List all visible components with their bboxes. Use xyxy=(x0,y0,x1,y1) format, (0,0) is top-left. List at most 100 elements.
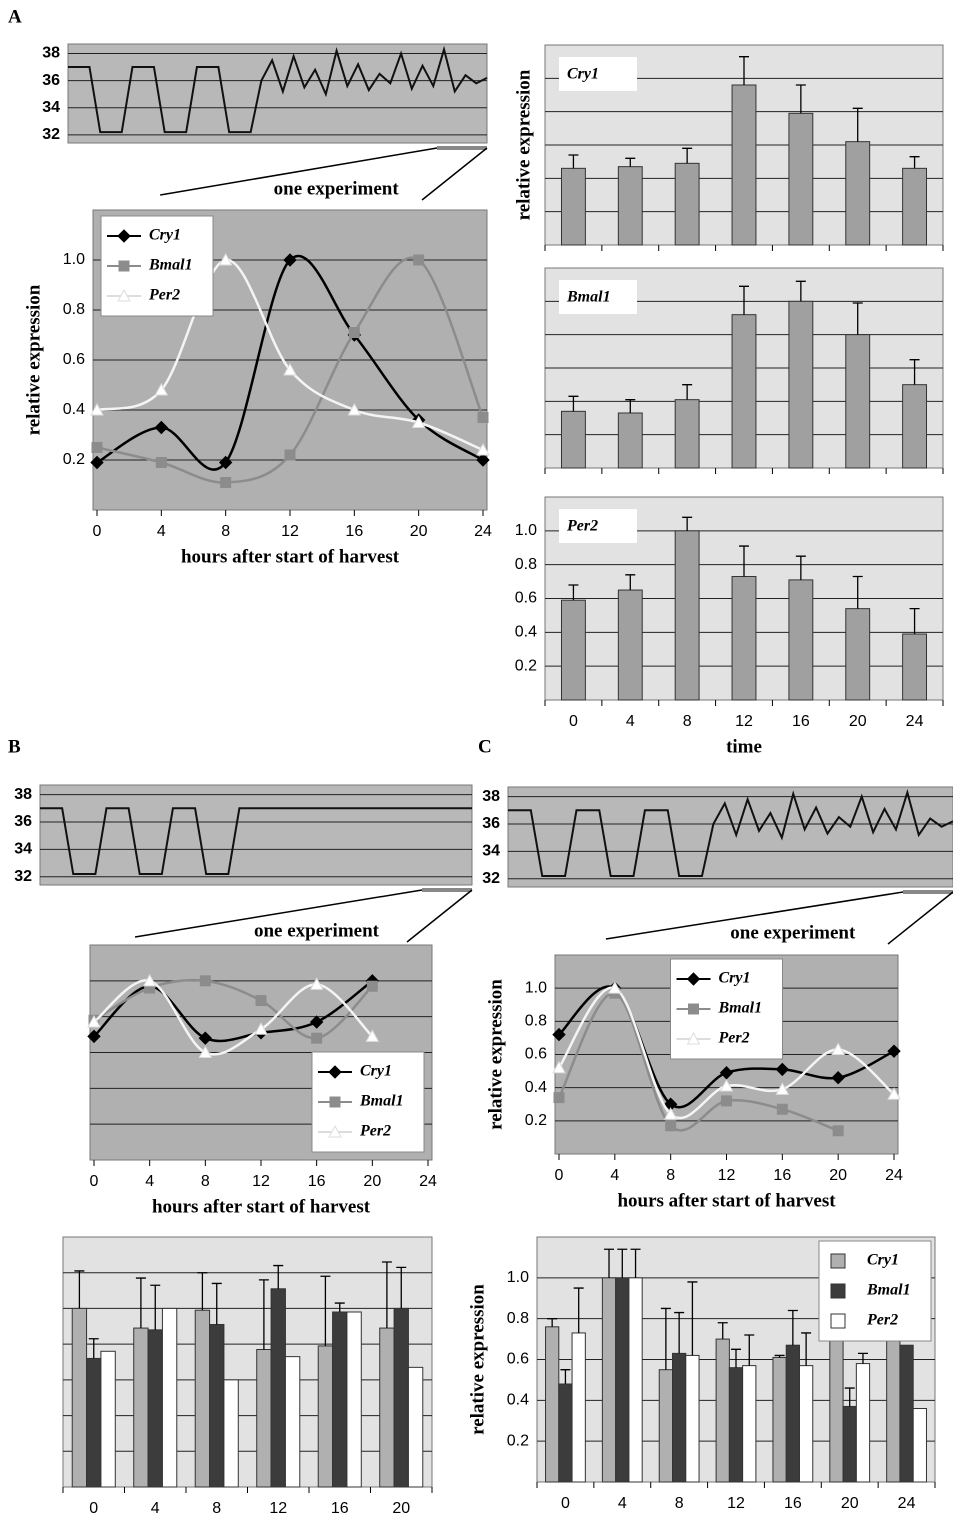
series-line xyxy=(93,978,374,1040)
experiment-wedge xyxy=(134,889,423,938)
bar xyxy=(715,1338,730,1483)
marker xyxy=(411,415,426,428)
bar xyxy=(798,1365,814,1483)
marker xyxy=(198,1031,213,1045)
y-tick-label: 1.0 xyxy=(515,522,537,539)
bar xyxy=(571,1332,586,1483)
bar xyxy=(223,1379,239,1488)
error-bar xyxy=(381,1261,392,1329)
marker xyxy=(118,260,130,272)
panel-label: B xyxy=(8,736,21,757)
x-tick-label: 24 xyxy=(906,713,924,730)
error-bar xyxy=(682,516,693,531)
bar xyxy=(731,84,757,246)
marker xyxy=(686,1031,701,1045)
x-tick-label: 8 xyxy=(675,1495,684,1512)
legend-label: Cry1 xyxy=(360,1063,392,1080)
annotation: one experiment xyxy=(730,922,856,943)
x-axis-label: time xyxy=(726,736,762,757)
marker xyxy=(832,1125,844,1137)
bar xyxy=(100,1350,116,1488)
legend-label: Per2 xyxy=(866,1312,898,1329)
marker xyxy=(686,972,701,986)
x-axis-label: hours after start of harvest xyxy=(181,546,400,567)
marker xyxy=(887,1044,901,1058)
bar xyxy=(731,576,757,701)
bar xyxy=(902,633,928,701)
bar xyxy=(685,1354,700,1483)
bar xyxy=(161,1307,178,1488)
marker xyxy=(688,1003,699,1015)
x-tick-label: 4 xyxy=(145,1173,154,1190)
y-axis-label: relative expression xyxy=(23,284,44,435)
legend-label: Bmal1 xyxy=(866,1282,911,1299)
bar xyxy=(560,599,586,701)
bar xyxy=(407,1366,424,1488)
marker xyxy=(154,420,169,435)
y-tick-label: 0.4 xyxy=(525,1079,547,1096)
error-bar xyxy=(787,1309,798,1346)
error-bar xyxy=(660,1307,671,1370)
marker xyxy=(831,1071,845,1085)
y-tick-label: 1.0 xyxy=(525,979,547,996)
bar xyxy=(558,1383,573,1483)
bar xyxy=(601,1277,617,1483)
plot-area xyxy=(39,784,473,886)
x-tick-label: 4 xyxy=(157,523,166,540)
error-bar xyxy=(739,56,749,85)
bar xyxy=(788,300,814,469)
error-bar xyxy=(739,285,749,315)
error-bar xyxy=(560,1369,571,1384)
bar xyxy=(899,1344,914,1483)
series-line xyxy=(96,255,484,471)
bar xyxy=(829,1330,844,1483)
title-box xyxy=(559,57,637,91)
x-tick-label: 4 xyxy=(618,1495,627,1512)
marker xyxy=(283,362,297,376)
legend-label: Per2 xyxy=(148,287,180,304)
marker xyxy=(719,1078,734,1092)
bar xyxy=(731,314,757,469)
bar xyxy=(332,1311,348,1488)
error-bar xyxy=(625,574,636,591)
marker xyxy=(254,1022,268,1035)
error-bar xyxy=(774,1354,785,1358)
y-tick-label: 0.2 xyxy=(515,657,537,674)
bar xyxy=(270,1288,286,1488)
x-tick-label: 24 xyxy=(885,1167,903,1184)
marker xyxy=(477,412,489,423)
marker xyxy=(218,252,233,266)
legend-swatch xyxy=(830,1313,846,1329)
marker xyxy=(328,1124,342,1138)
error-bar xyxy=(625,399,636,413)
panel-label: A xyxy=(8,6,22,27)
bar xyxy=(886,1336,901,1483)
bar xyxy=(845,334,871,469)
y-tick-label: 1.0 xyxy=(507,1269,529,1286)
marker xyxy=(775,1082,790,1095)
x-tick-label: 8 xyxy=(201,1173,210,1190)
x-axis-label: hours after start of harvest xyxy=(152,1196,371,1217)
x-tick-label: 24 xyxy=(898,1495,916,1512)
marker xyxy=(553,1092,565,1104)
y-tick-label: 0.6 xyxy=(525,1046,547,1063)
title-box xyxy=(559,280,637,314)
x-tick-label: 8 xyxy=(683,713,692,730)
x-tick-label: 0 xyxy=(569,713,578,730)
chart-title: Per2 xyxy=(566,518,598,535)
experiment-wedge xyxy=(421,147,488,201)
error-bar xyxy=(625,157,636,167)
x-tick-label: 16 xyxy=(308,1173,326,1190)
error-bar xyxy=(573,1287,584,1333)
marker xyxy=(309,1015,324,1029)
marker xyxy=(607,981,622,994)
error-bar xyxy=(857,1352,868,1364)
x-tick-label: 16 xyxy=(331,1500,349,1513)
error-bar xyxy=(731,1348,741,1368)
plot-area xyxy=(507,786,953,888)
y-tick-label: 0.4 xyxy=(507,1392,529,1409)
y-tick-label: 0.2 xyxy=(525,1112,547,1129)
bar xyxy=(902,167,928,246)
marker xyxy=(220,477,232,488)
